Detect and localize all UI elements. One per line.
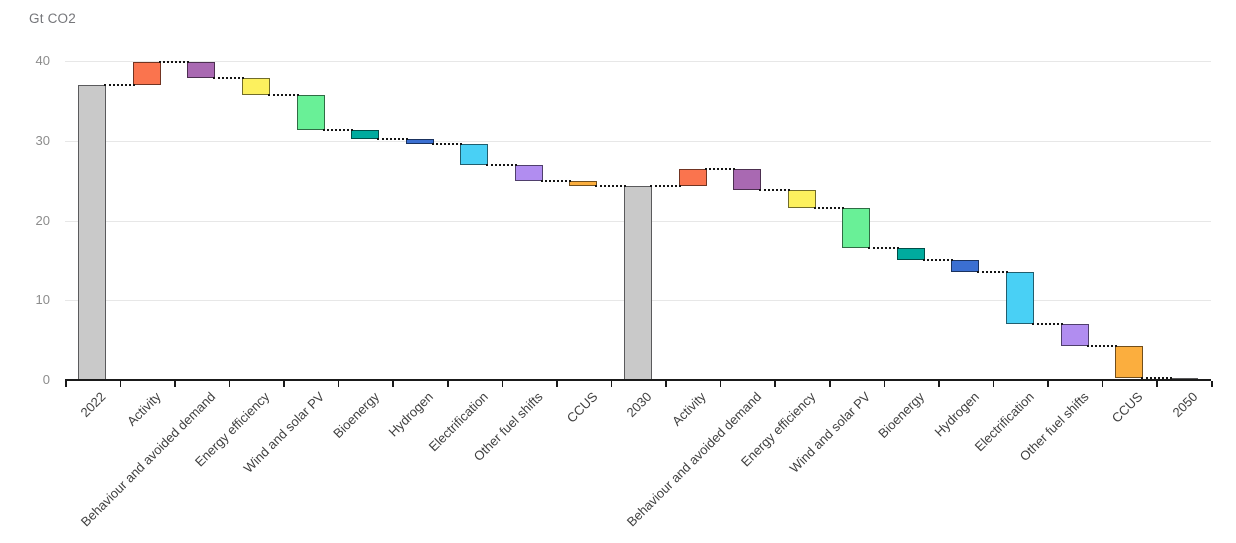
- connector-line: [813, 206, 845, 209]
- y-axis-label: 0: [42, 372, 50, 387]
- connector-line: [431, 142, 463, 145]
- connector-line: [104, 83, 135, 86]
- x-axis-label-ccus: CCUS: [1109, 389, 1146, 426]
- x-axis-tick: [665, 381, 667, 387]
- y-axis-label: 20: [35, 212, 50, 228]
- connector-line: [377, 138, 408, 141]
- x-axis-line: [65, 379, 1211, 381]
- bar-energy-efficiency[interactable]: [787, 190, 816, 208]
- x-axis-tick: [1156, 381, 1158, 387]
- connector-line: [595, 185, 626, 188]
- connector-line: [1032, 323, 1063, 326]
- x-axis-tick: [829, 381, 831, 387]
- x-axis-tick: [447, 381, 449, 387]
- bar-wind-and-solar-pv[interactable]: [842, 207, 871, 248]
- bar-2030[interactable]: [624, 186, 652, 380]
- y-axis-label: 40: [35, 53, 50, 68]
- connector-line: [540, 180, 572, 183]
- connector-line: [158, 60, 190, 63]
- x-axis-tick: [228, 381, 231, 387]
- x-axis-tick: [719, 381, 722, 387]
- connector-line: [650, 185, 681, 188]
- connector-line: [322, 128, 354, 131]
- x-axis-label-bioenergy: Bioenergy: [875, 389, 928, 442]
- x-axis-tick: [610, 381, 613, 387]
- x-axis-tick: [1047, 381, 1049, 387]
- x-axis-label-hydrogen: Hydrogen: [385, 389, 437, 440]
- x-axis-label-2050: 2050: [1169, 389, 1201, 421]
- bar-hydrogen[interactable]: [405, 139, 434, 144]
- connector-line: [1086, 344, 1118, 347]
- bar-energy-efficiency[interactable]: [242, 77, 270, 96]
- x-axis-tick: [119, 381, 122, 387]
- connector-line: [759, 189, 790, 192]
- connector-line: [486, 163, 517, 166]
- x-axis-label-activity: Activity: [669, 389, 710, 429]
- x-axis-label-2022: 2022: [77, 389, 109, 421]
- bar-other-fuel-shifts[interactable]: [1060, 324, 1089, 346]
- connector-line: [868, 246, 899, 249]
- bar-activity[interactable]: [132, 61, 161, 85]
- x-axis-tick: [938, 381, 940, 387]
- gridline-30: [65, 140, 1211, 142]
- x-axis-label-hydrogen: Hydrogen: [931, 389, 983, 440]
- connector-line: [977, 271, 1008, 274]
- x-axis-tick: [501, 381, 504, 387]
- connector-line: [1141, 376, 1172, 379]
- y-axis-unit-label: Gt CO2: [29, 11, 76, 26]
- x-axis-tick: [174, 381, 176, 387]
- x-axis-tick: [992, 381, 995, 387]
- x-axis-tick: [392, 381, 394, 387]
- x-axis-tick: [883, 381, 886, 387]
- connector-line: [213, 76, 244, 79]
- x-axis-tick: [337, 381, 340, 387]
- gridline-40: [65, 61, 1211, 62]
- bar-bioenergy[interactable]: [896, 247, 925, 261]
- x-axis-tick: [556, 381, 558, 387]
- bar-hydrogen[interactable]: [951, 260, 980, 273]
- x-axis-label-2030: 2030: [623, 389, 655, 421]
- bar-wind-and-solar-pv[interactable]: [296, 95, 325, 130]
- bar-behaviour-and-avoided-demand[interactable]: [187, 61, 216, 78]
- bar-other-fuel-shifts[interactable]: [514, 164, 543, 182]
- bar-bioenergy[interactable]: [351, 129, 380, 140]
- connector-line: [268, 94, 299, 97]
- bar-behaviour-and-avoided-demand[interactable]: [733, 169, 762, 191]
- x-axis-label-ccus: CCUS: [563, 389, 601, 426]
- x-axis-tick: [1211, 381, 1213, 387]
- bar-ccus[interactable]: [569, 181, 598, 187]
- x-axis-tick: [283, 381, 285, 387]
- x-axis-label-bioenergy: Bioenergy: [329, 389, 382, 442]
- connector-line: [704, 168, 736, 171]
- x-axis-label-activity: Activity: [123, 389, 164, 429]
- bar-activity[interactable]: [678, 169, 707, 187]
- bar-electrification[interactable]: [460, 143, 489, 165]
- x-axis-tick: [65, 381, 67, 387]
- x-axis-tick: [1101, 381, 1104, 387]
- bar-electrification[interactable]: [1006, 272, 1034, 325]
- bar-ccus[interactable]: [1115, 345, 1144, 378]
- y-axis-label: 10: [35, 292, 50, 308]
- connector-line: [922, 259, 954, 262]
- x-axis-tick: [774, 381, 776, 387]
- y-axis-label: 30: [35, 132, 50, 148]
- bar-2022[interactable]: [78, 84, 107, 380]
